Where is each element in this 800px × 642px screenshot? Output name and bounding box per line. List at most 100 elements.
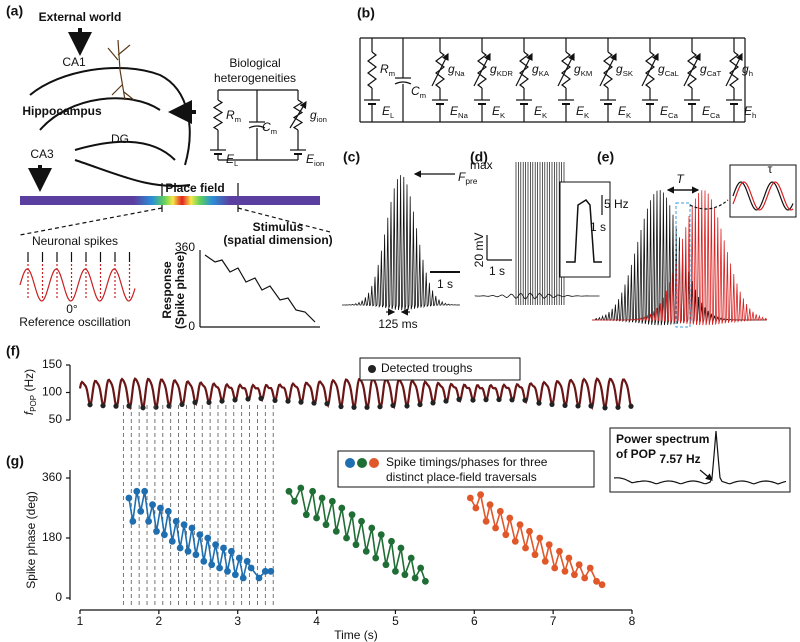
label: 1 s bbox=[489, 264, 505, 278]
y-tick-label: 0 bbox=[55, 590, 62, 604]
symbol-sub: m bbox=[420, 91, 426, 100]
data-point bbox=[145, 517, 153, 525]
symbol-sub: ion bbox=[317, 115, 327, 124]
window bbox=[675, 202, 691, 328]
data-point bbox=[411, 574, 419, 582]
data-point bbox=[392, 567, 399, 575]
symbol-label: gKA bbox=[532, 62, 550, 78]
trough-dot bbox=[179, 401, 185, 407]
series-line bbox=[288, 485, 427, 582]
symbol-label: EK bbox=[534, 104, 548, 120]
trough-dot bbox=[483, 397, 489, 403]
trough-dot bbox=[272, 397, 278, 404]
trough-dot bbox=[456, 396, 462, 402]
symbol-label: ECa bbox=[702, 104, 721, 120]
resistor bbox=[367, 51, 377, 89]
variable-arrow bbox=[515, 52, 533, 87]
trough-dot bbox=[364, 404, 370, 410]
dentate-shape bbox=[74, 140, 191, 187]
trough-dot bbox=[443, 398, 449, 404]
data-point bbox=[561, 567, 569, 575]
y-tick-label: 50 bbox=[49, 412, 63, 426]
data-point bbox=[231, 571, 239, 579]
label: (Spike phase) bbox=[173, 251, 187, 329]
data-point bbox=[255, 574, 263, 582]
symbol-sub: KDR bbox=[497, 69, 514, 78]
series-line bbox=[469, 491, 603, 586]
symbol-sub: h bbox=[749, 69, 753, 78]
data-point bbox=[536, 534, 544, 542]
legend-dot bbox=[357, 458, 367, 468]
symbol-main: E bbox=[382, 104, 391, 118]
data-point bbox=[239, 574, 247, 582]
data-point bbox=[472, 504, 480, 512]
spike-burst bbox=[592, 190, 768, 326]
trough-dot bbox=[153, 404, 159, 410]
panel-label: (d) bbox=[470, 149, 488, 165]
label: Place field bbox=[165, 181, 224, 195]
legend-dot bbox=[369, 458, 379, 468]
data-point bbox=[372, 554, 380, 562]
trough-dot bbox=[615, 404, 621, 410]
data-point bbox=[212, 541, 220, 549]
data-point bbox=[261, 567, 269, 575]
symbol-label: gCaT bbox=[700, 62, 722, 78]
data-point bbox=[160, 531, 168, 539]
symbol-main: E bbox=[534, 104, 543, 118]
trough-dot bbox=[602, 405, 608, 411]
symbol-label: Eh bbox=[744, 104, 756, 120]
tick-label: 360 bbox=[175, 240, 195, 254]
symbol-label: gKM bbox=[574, 62, 592, 78]
trough-dot bbox=[351, 404, 357, 410]
trough-dot bbox=[390, 402, 396, 409]
y-axis-label: Spike phase (deg) bbox=[24, 491, 38, 588]
symbol-main: g bbox=[658, 62, 665, 76]
symbol-main: R bbox=[226, 108, 235, 122]
data-point bbox=[302, 511, 310, 519]
symbol-sub: m bbox=[389, 69, 395, 78]
symbol-main: g bbox=[310, 108, 317, 122]
trough-dot bbox=[285, 398, 291, 404]
label: 20 mV bbox=[472, 233, 486, 268]
data-point bbox=[309, 487, 317, 495]
symbol-label: gCaL bbox=[658, 62, 680, 78]
symbol-main: g bbox=[742, 62, 749, 76]
data-point bbox=[285, 487, 293, 495]
trough-dot bbox=[338, 403, 344, 410]
data-point bbox=[492, 524, 499, 532]
symbol-sub: h bbox=[752, 111, 756, 120]
symbol-main: C bbox=[262, 120, 271, 134]
legend-dot bbox=[368, 365, 376, 373]
symbol-label: gh bbox=[742, 62, 753, 78]
data-point bbox=[141, 487, 149, 495]
panel-label: (b) bbox=[357, 5, 375, 21]
data-point bbox=[267, 567, 275, 575]
trough-dot bbox=[575, 403, 581, 409]
y-tick-label: 100 bbox=[42, 385, 62, 399]
y-axis-label: fPOP (Hz) bbox=[22, 369, 38, 415]
data-point bbox=[407, 554, 415, 562]
tick-label: 0 bbox=[188, 319, 195, 333]
symbol-label: Cm bbox=[262, 120, 277, 136]
symbol-sub: pre bbox=[465, 176, 477, 186]
trough-dot bbox=[298, 399, 304, 405]
y-tick-label: 360 bbox=[42, 470, 62, 484]
data-point bbox=[482, 517, 490, 525]
data-point bbox=[581, 574, 589, 582]
data-point bbox=[137, 507, 145, 515]
label: 1 s bbox=[437, 277, 453, 291]
data-point bbox=[224, 567, 231, 575]
data-point bbox=[526, 527, 533, 535]
data-point bbox=[184, 547, 192, 555]
trough-dot bbox=[245, 396, 251, 402]
resistor bbox=[212, 99, 224, 131]
data-point bbox=[417, 564, 425, 572]
data-point bbox=[228, 547, 235, 555]
data-point bbox=[243, 557, 251, 565]
data-point bbox=[297, 484, 305, 492]
data-point bbox=[235, 554, 243, 562]
data-point bbox=[397, 544, 405, 552]
symbol-label: ENa bbox=[450, 104, 469, 120]
legend-box bbox=[337, 450, 595, 488]
pop-trace bbox=[78, 377, 633, 411]
